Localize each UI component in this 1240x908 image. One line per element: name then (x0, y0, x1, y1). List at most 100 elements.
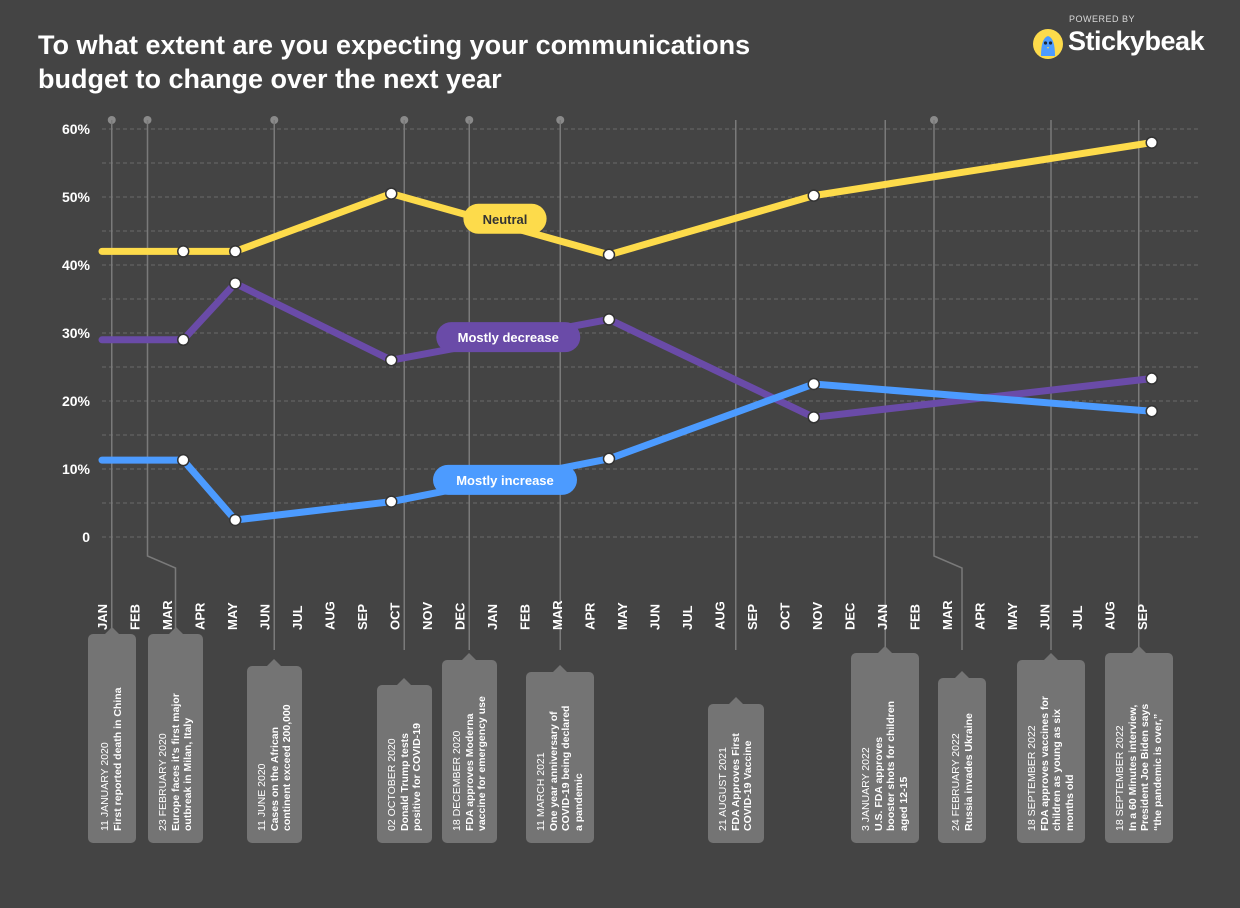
y-tick-label: 10% (62, 461, 91, 477)
event-description: FDA Approves First (729, 733, 742, 831)
x-tick-label: MAR (550, 600, 565, 630)
event-guides (107, 116, 1140, 650)
x-tick-label: AUG (323, 601, 338, 630)
bird-mascot-icon (1033, 29, 1063, 59)
event-text: 24 FEBRUARY 2022 Russia invades Ukraine (950, 713, 975, 831)
event-box-caret (104, 627, 119, 635)
event-text: 18 SEPTEMBER 2022 In a 60 Minutes intervi… (1114, 704, 1164, 831)
x-tick-label: FEB (128, 604, 143, 630)
series-markers (177, 136, 1158, 527)
event-date: 3 JANUARY 2022 (860, 747, 873, 831)
brand-name: Stickybeak (1068, 26, 1205, 56)
data-point (602, 313, 616, 326)
data-point (229, 513, 242, 527)
series-label-text: Neutral (483, 212, 528, 227)
event-description: a pandemic (572, 773, 585, 831)
event-box-caret (1131, 646, 1146, 654)
data-point (602, 452, 616, 466)
event-description: FDA approves vaccines for (1038, 696, 1051, 831)
data-point (1145, 136, 1158, 149)
event-text: 11 JANUARY 2020 First reported death in C… (99, 687, 124, 831)
event-box: 18 DECEMBER 2020 FDA approves Moderna vacc… (441, 652, 497, 843)
event-box-caret (462, 652, 477, 660)
data-point (1145, 372, 1158, 385)
x-tick-label: OCT (388, 603, 403, 631)
event-description: vaccine for emergency use (475, 696, 488, 831)
event-date: 21 AUGUST 2021 (717, 747, 729, 831)
x-tick-label: APR (973, 602, 988, 630)
event-description: continent exceed 200,000 (280, 704, 293, 831)
event-date: 11 JUNE 2020 (255, 763, 268, 831)
x-tick-label: JUN (1038, 604, 1053, 630)
event-description: One year anniversary of (547, 711, 560, 831)
event-text: 21 AUGUST 2021 FDA Approves First COVID-19… (717, 733, 755, 831)
event-box: 3 JANUARY 2022 U.S. FDA approves booster s… (851, 646, 920, 843)
x-tick-label: AUG (713, 601, 728, 630)
event-box-caret (955, 671, 969, 679)
data-point (177, 333, 190, 347)
data-point (807, 411, 820, 424)
event-description: outbreak in Milan, Italy (181, 717, 194, 831)
event-date: 11 JANUARY 2020 (99, 742, 112, 831)
x-tick-label: JUL (680, 605, 695, 630)
axis-labels: 60% 50% 40% 30% 20% 10% 0 JAN FEB MAR APR MAY JUN JUL… (62, 121, 1150, 630)
event-description: months old (1063, 774, 1076, 831)
x-tick-label: JUN (258, 604, 273, 630)
data-point (229, 277, 242, 290)
x-tick-label: DEC (843, 602, 858, 630)
x-tick-label: MAY (1005, 602, 1020, 630)
x-tick-label: FEB (518, 604, 533, 630)
event-box: 18 SEPTEMBER 2022 FDA approves vaccines f… (1017, 652, 1085, 843)
y-tick-label: 40% (62, 257, 91, 273)
event-text: 3 JANUARY 2022 U.S. FDA approves booster s… (860, 701, 910, 831)
event-date: 18 DECEMBER 2020 (450, 730, 463, 831)
y-tick-label: 50% (62, 189, 91, 205)
y-tick-label: 60% (62, 121, 91, 137)
x-tick-label: MAR (940, 600, 955, 630)
event-box: 11 JANUARY 2020 First reported death in C… (87, 627, 136, 843)
event-box: 11 MARCH 2021 One year anniversary of COVI… (526, 665, 595, 843)
series-label-pill (436, 322, 581, 353)
event-box-caret (1044, 652, 1058, 660)
series-lines (98, 139, 1156, 524)
event-description: COVID-19 being declared (560, 705, 573, 831)
event-box: 02 OCTOBER 2020 Donald Trump tests positiv… (376, 677, 432, 843)
event-box-caret (168, 627, 183, 635)
event-description: aged 12-15 (897, 776, 910, 831)
event-box-caret (397, 677, 412, 685)
x-tick-label: NOV (810, 602, 825, 631)
event-description: booster shots for children (885, 700, 898, 831)
event-date: 11 MARCH 2021 (535, 752, 548, 831)
event-text: 18 DECEMBER 2020 FDA approves Moderna vacc… (451, 696, 489, 831)
series-label-text: Mostly decrease (458, 330, 559, 345)
event-description: Europe faces it's first major (169, 693, 182, 831)
x-tick-label: JAN (95, 604, 110, 630)
event-text: 18 SEPTEMBER 2022 FDA approves vaccines f… (1026, 696, 1076, 831)
event-description: In a 60 Minutes interview, (1126, 704, 1139, 831)
series-line-2 (98, 380, 1156, 524)
x-tick-label: JUN (648, 604, 663, 630)
x-tick-label: APR (193, 602, 208, 630)
series-label-pill (463, 203, 547, 234)
event-text: 11 JUNE 2020 Cases on the African continen… (256, 704, 294, 831)
y-tick-label: 0 (82, 529, 90, 545)
x-tick-label: NOV (420, 602, 435, 631)
x-tick-label: SEP (745, 604, 760, 630)
event-box: 23 FEBRUARY 2020 Europe faces it's first … (147, 627, 204, 843)
event-box: 18 SEPTEMBER 2022 In a 60 Minutes intervi… (1104, 646, 1173, 843)
event-description: U.S. FDA approves (872, 736, 885, 831)
event-description: First reported death in China (111, 687, 124, 831)
event-box: 24 FEBRUARY 2022 Russia invades Ukraine (938, 671, 986, 843)
event-date: 18 SEPTEMBER 2022 (1026, 725, 1038, 831)
event-box-caret (728, 696, 743, 704)
data-point (177, 245, 190, 258)
event-box-caret (878, 646, 893, 654)
event-box-caret (267, 658, 282, 666)
event-description: President Joe Biden says (1138, 703, 1151, 831)
x-tick-label: MAY (225, 602, 240, 630)
x-tick-label: JUL (1070, 605, 1085, 630)
x-tick-label: OCT (778, 603, 793, 631)
event-date: 18 SEPTEMBER 2022 (1113, 725, 1126, 831)
event-date: 23 FEBRUARY 2020 (156, 733, 169, 831)
